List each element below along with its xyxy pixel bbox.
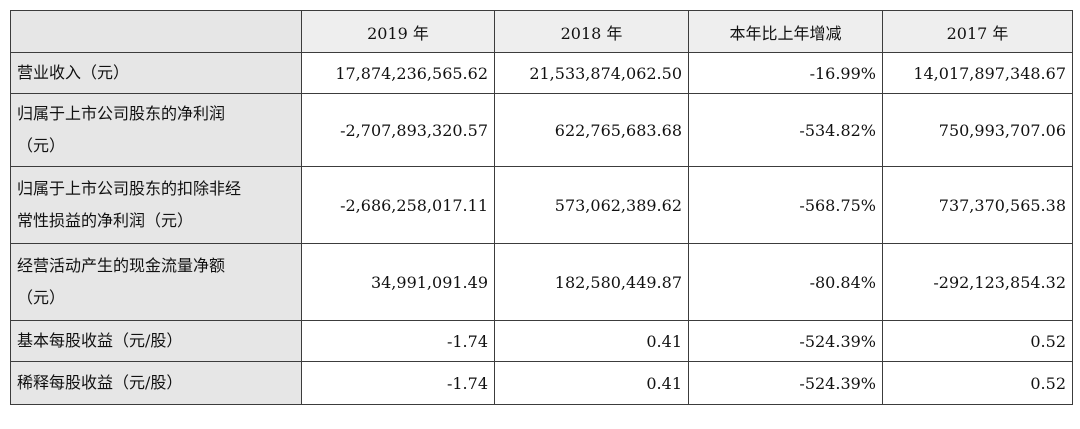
value-change: -16.99% — [688, 52, 883, 94]
value-change: -568.75% — [688, 166, 883, 244]
value-2018: 0.41 — [494, 320, 689, 362]
value-2018: 182,580,449.87 — [494, 243, 689, 321]
value-2018: 573,062,389.62 — [494, 166, 689, 244]
value-2019: -1.74 — [301, 361, 495, 405]
value-2017: 737,370,565.38 — [882, 166, 1073, 244]
table-row: 基本每股收益（元/股） -1.74 0.41 -524.39% 0.52 — [10, 320, 1073, 362]
row-label: 稀释每股收益（元/股） — [10, 361, 302, 405]
value-2018: 21,533,874,062.50 — [494, 52, 689, 94]
table-row: 营业收入（元） 17,874,236,565.62 21,533,874,062… — [10, 52, 1073, 94]
value-change: -524.39% — [688, 361, 883, 405]
row-label-line: （元） — [17, 136, 66, 155]
table-row: 归属于上市公司股东的扣除非经 常性损益的净利润（元） -2,686,258,01… — [10, 166, 1073, 244]
row-label-line: 稀释每股收益（元/股） — [17, 373, 183, 392]
header-2019: 2019 年 — [301, 10, 495, 53]
header-row: 2019 年 2018 年 本年比上年增减 2017 年 — [10, 10, 1073, 53]
value-2017: 14,017,897,348.67 — [882, 52, 1073, 94]
value-2019: 34,991,091.49 — [301, 243, 495, 321]
row-label-line: （元） — [17, 288, 66, 307]
value-2019: -1.74 — [301, 320, 495, 362]
value-change: -524.39% — [688, 320, 883, 362]
value-2018: 622,765,683.68 — [494, 93, 689, 167]
value-2019: 17,874,236,565.62 — [301, 52, 495, 94]
value-2019: -2,707,893,320.57 — [301, 93, 495, 167]
value-2017: -292,123,854.32 — [882, 243, 1073, 321]
table-row: 稀释每股收益（元/股） -1.74 0.41 -524.39% 0.52 — [10, 361, 1073, 405]
value-change: -80.84% — [688, 243, 883, 321]
header-2018: 2018 年 — [494, 10, 689, 53]
row-label: 经营活动产生的现金流量净额 （元） — [10, 243, 302, 321]
row-label: 营业收入（元） — [10, 52, 302, 94]
row-label-line: 基本每股收益（元/股） — [17, 331, 183, 350]
row-label-line: 营业收入（元） — [17, 63, 130, 82]
row-label-line: 归属于上市公司股东的净利润 — [17, 104, 226, 123]
row-label: 归属于上市公司股东的净利润 （元） — [10, 93, 302, 167]
table-row: 经营活动产生的现金流量净额 （元） 34,991,091.49 182,580,… — [10, 243, 1073, 321]
value-2019: -2,686,258,017.11 — [301, 166, 495, 244]
value-2017: 750,993,707.06 — [882, 93, 1073, 167]
header-2017: 2017 年 — [882, 10, 1073, 53]
header-change: 本年比上年增减 — [688, 10, 883, 53]
row-label-line: 归属于上市公司股东的扣除非经 — [17, 179, 242, 198]
row-label-line: 经营活动产生的现金流量净额 — [17, 256, 226, 275]
row-label: 归属于上市公司股东的扣除非经 常性损益的净利润（元） — [10, 166, 302, 244]
header-corner-cell — [10, 10, 302, 53]
value-2017: 0.52 — [882, 320, 1073, 362]
row-label: 基本每股收益（元/股） — [10, 320, 302, 362]
table-row: 归属于上市公司股东的净利润 （元） -2,707,893,320.57 622,… — [10, 93, 1073, 167]
value-change: -534.82% — [688, 93, 883, 167]
value-2018: 0.41 — [494, 361, 689, 405]
value-2017: 0.52 — [882, 361, 1073, 405]
financial-data-table: 2019 年 2018 年 本年比上年增减 2017 年 营业收入（元） 17,… — [10, 10, 1073, 405]
row-label-line: 常性损益的净利润（元） — [17, 211, 194, 230]
